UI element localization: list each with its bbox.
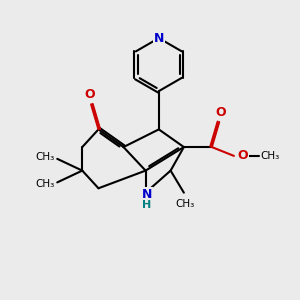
Text: H: H	[142, 200, 152, 210]
Text: O: O	[238, 149, 248, 162]
Text: CH₃: CH₃	[176, 199, 195, 208]
Text: CH₃: CH₃	[35, 179, 54, 189]
Text: O: O	[215, 106, 226, 119]
Text: CH₃: CH₃	[35, 152, 54, 162]
Text: N: N	[142, 188, 152, 201]
Text: CH₃: CH₃	[260, 151, 280, 161]
Text: O: O	[84, 88, 95, 101]
Text: N: N	[154, 32, 164, 45]
